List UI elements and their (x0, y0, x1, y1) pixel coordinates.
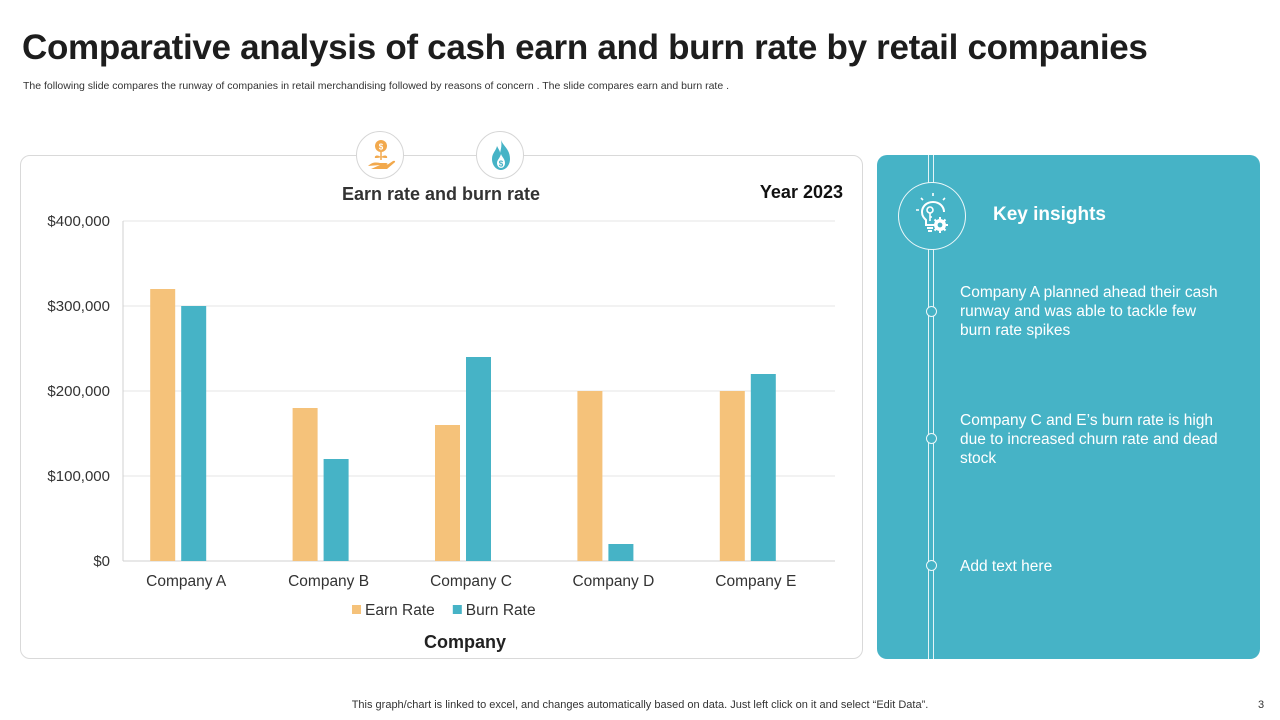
key-insights-panel: Key insights Company A planned ahead the… (877, 155, 1260, 659)
lightbulb-gear-icon (898, 182, 966, 250)
legend-label: Earn Rate (365, 602, 435, 619)
bar-burn-rate (750, 374, 776, 561)
legend-swatch (352, 605, 361, 614)
insight-item: Company C and E’s burn rate is high due … (960, 412, 1218, 467)
page-subtitle: The following slide compares the runway … (23, 80, 730, 92)
timeline-dot (926, 560, 937, 571)
timeline-line (928, 155, 934, 659)
footer-text: This graph/chart is linked to excel, and… (351, 699, 929, 711)
bar-earn-rate (150, 289, 176, 561)
y-tick-label: $100,000 (47, 468, 110, 485)
legend-label: Burn Rate (466, 602, 536, 619)
bar-earn-rate (435, 425, 460, 561)
timeline-dot (926, 433, 937, 444)
y-tick-label: $400,000 (47, 213, 110, 230)
insight-item: Company A planned ahead their cash runwa… (960, 284, 1218, 339)
page-title: Comparative analysis of cash earn and bu… (22, 28, 1148, 67)
burn-icon: $ (476, 131, 524, 179)
bar-earn-rate (719, 391, 745, 561)
y-tick-label: $0 (93, 553, 110, 570)
bar-burn-rate (323, 459, 349, 561)
bar-burn-rate (181, 306, 207, 561)
y-tick-label: $300,000 (47, 298, 110, 315)
bar-chart[interactable]: $0 $100,000 $200,000 $300,000 $400,000 Compan… (21, 156, 864, 660)
x-tick-label: Company C (430, 573, 512, 590)
x-tick-label: Company D (572, 573, 654, 590)
bar-earn-rate (577, 391, 603, 561)
bar-burn-rate (608, 544, 634, 561)
bar-burn-rate (466, 357, 491, 561)
chart-title: Earn rate and burn rate (342, 184, 540, 204)
x-axis-label: Company (424, 632, 506, 652)
timeline-dot (926, 306, 937, 317)
page-number: 3 (1258, 699, 1265, 711)
svg-text:$: $ (379, 143, 384, 152)
earn-icon: $ (356, 131, 404, 179)
svg-text:$: $ (499, 160, 504, 169)
y-tick-label: $200,000 (47, 383, 110, 400)
chart-card: $0 $100,000 $200,000 $300,000 $400,000 Compan… (20, 131, 864, 660)
legend-swatch (452, 605, 462, 614)
x-tick-label: Company A (146, 573, 227, 590)
x-tick-label: Company B (288, 573, 369, 590)
insight-item: Add text here (960, 558, 1053, 575)
x-tick-label: Company E (715, 573, 796, 590)
year-label: Year 2023 (760, 182, 843, 202)
footer-note: This graph/chart is linked to excel, and… (0, 699, 1280, 711)
key-insights-title: Key insights (993, 204, 1106, 225)
bar-earn-rate (292, 408, 318, 561)
